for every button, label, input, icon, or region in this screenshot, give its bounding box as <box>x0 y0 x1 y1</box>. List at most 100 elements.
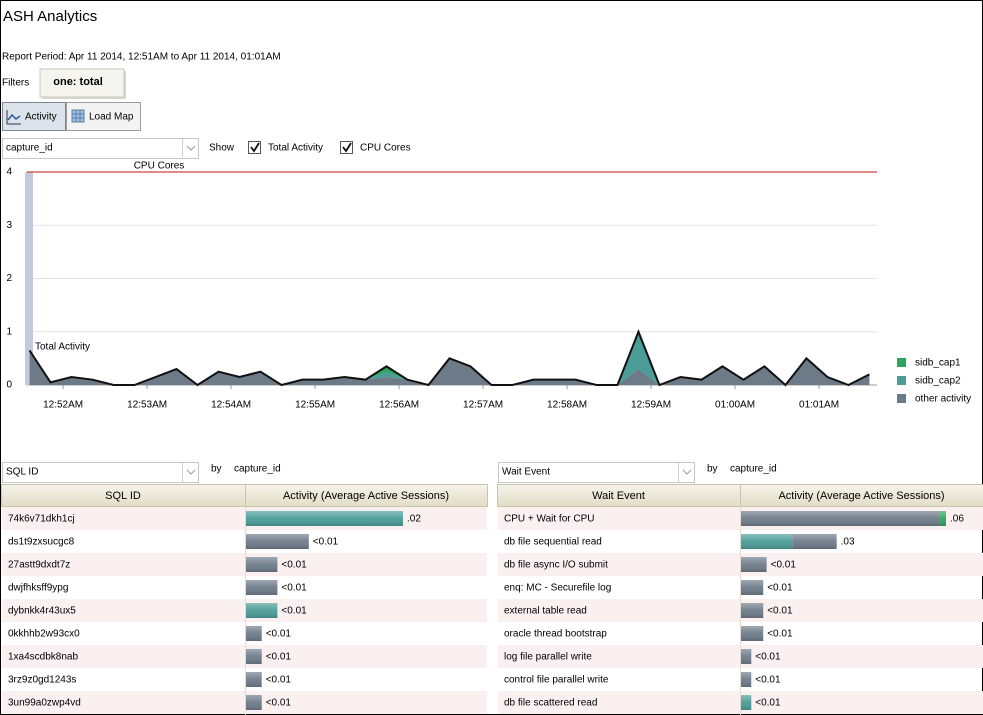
row-name[interactable]: 27astt9dxdt7z <box>8 560 70 571</box>
activity-value-label: <0.01 <box>755 652 781 663</box>
dimension-select[interactable] <box>2 138 199 159</box>
select-arrow <box>186 469 196 475</box>
bar-gloss <box>792 534 837 549</box>
bar-gloss <box>246 695 262 710</box>
column-header: Activity (Average Active Sessions) <box>283 490 449 502</box>
activity-value-label: <0.01 <box>266 675 292 686</box>
load-map-tab-label: Load Map <box>89 112 134 123</box>
select-arrow <box>682 469 692 475</box>
cpu-cores-label: CPU Cores <box>134 161 185 172</box>
row-name[interactable]: 74k6v71dkh1cj <box>8 514 75 525</box>
row-name[interactable]: control file parallel write <box>504 675 609 686</box>
activity-icon-line <box>7 113 21 121</box>
x-tick-label: 12:58AM <box>547 400 587 411</box>
by-value: capture_id <box>234 464 281 475</box>
row-name[interactable]: log file parallel write <box>504 652 592 663</box>
activity-value-label: <0.01 <box>767 606 793 617</box>
checkbox-label: Total Activity <box>268 143 323 154</box>
bar-gloss <box>246 557 278 572</box>
filter-chip-label: one: total <box>53 76 103 88</box>
row-name[interactable]: 1xa4scdbk8nab <box>8 652 78 663</box>
panel-select-value: Wait Event <box>502 467 550 478</box>
bar-gloss <box>741 534 793 549</box>
row-name[interactable]: external table read <box>504 606 587 617</box>
activity-value-label: .02 <box>407 514 421 525</box>
legend-label[interactable]: sidb_cap1 <box>915 358 961 369</box>
load-map-icon <box>71 109 85 123</box>
row-background <box>2 645 487 668</box>
activity-tab-label: Activity <box>25 112 57 123</box>
select-arrow <box>186 145 196 151</box>
row-background <box>2 599 487 622</box>
row-background <box>2 691 487 714</box>
activity-value-label: <0.01 <box>313 537 339 548</box>
legend-label[interactable]: other activity <box>915 394 971 405</box>
row-name[interactable]: dybnkk4r43ux5 <box>8 606 76 617</box>
row-name[interactable]: enq: MC - Securefile log <box>504 583 611 594</box>
y-tick-label: 4 <box>6 167 12 178</box>
x-tick-label: 12:53AM <box>127 400 167 411</box>
x-tick-label: 01:01AM <box>799 400 839 411</box>
x-tick-label: 12:54AM <box>211 400 251 411</box>
legend-swatch <box>897 376 906 385</box>
activity-value-label: <0.01 <box>755 675 781 686</box>
panel-select[interactable] <box>498 462 695 483</box>
activity-area <box>29 350 870 385</box>
activity-value-label: <0.01 <box>767 583 793 594</box>
bar-gloss <box>246 511 403 526</box>
y-tick-label: 0 <box>6 380 12 391</box>
column-header: Wait Event <box>592 490 645 502</box>
row-name[interactable]: 3rz9z0gd1243s <box>8 675 76 686</box>
x-tick-label: 12:55AM <box>295 400 335 411</box>
activity-value-label: <0.01 <box>281 606 307 617</box>
column-header: Activity (Average Active Sessions) <box>778 490 944 502</box>
load-map-icon-grid <box>72 110 84 122</box>
by-label: by <box>707 464 718 475</box>
activity-value-label: <0.01 <box>771 560 797 571</box>
x-tick-label: 12:59AM <box>631 400 671 411</box>
checkmark <box>250 142 260 153</box>
bar-gloss <box>246 649 262 664</box>
row-name[interactable]: db file scattered read <box>504 698 597 709</box>
row-name[interactable]: CPU + Wait for CPU <box>504 514 594 525</box>
activity-value-label: <0.01 <box>281 583 307 594</box>
time-selection-handle <box>25 172 33 385</box>
bar-gloss <box>741 626 764 641</box>
x-tick-label: 12:52AM <box>43 400 83 411</box>
row-name[interactable]: 0kkhhb2w93cx0 <box>8 629 80 640</box>
report-period: Report Period: Apr 11 2014, 12:51AM to A… <box>2 52 281 63</box>
total-activity-line <box>28 329 870 387</box>
dimension-select-value: capture_id <box>6 143 53 154</box>
bar-gloss <box>741 557 767 572</box>
filter-chip[interactable] <box>39 68 125 98</box>
filters-label: Filters <box>2 78 29 89</box>
activity-value-label: <0.01 <box>281 560 307 571</box>
table-header <box>1 484 488 507</box>
row-name[interactable]: ds1t9zxsucgc8 <box>8 537 75 548</box>
bar-gloss <box>246 534 309 549</box>
panel-select[interactable] <box>2 462 199 483</box>
show-label: Show <box>209 143 235 154</box>
checkbox-label: CPU Cores <box>360 143 411 154</box>
row-name[interactable]: dwjfhksff9ypg <box>8 583 68 594</box>
bar-gloss <box>741 603 764 618</box>
checkmark <box>342 142 352 153</box>
column-header: SQL ID <box>105 490 141 502</box>
activity-value-label: <0.01 <box>755 698 781 709</box>
row-background <box>2 553 487 576</box>
row-name[interactable]: 3un99a0zwp4vd <box>8 698 81 709</box>
activity-value-label: <0.01 <box>266 698 292 709</box>
total-activity-label: Total Activity <box>35 342 90 353</box>
legend-swatch <box>897 358 906 367</box>
legend-label[interactable]: sidb_cap2 <box>915 376 961 387</box>
row-name[interactable]: oracle thread bootstrap <box>504 629 607 640</box>
y-tick-label: 3 <box>6 220 12 231</box>
activity-value-label: .03 <box>841 537 855 548</box>
bar-gloss <box>741 649 752 664</box>
row-name[interactable]: db file sequential read <box>504 537 602 548</box>
legend-swatch <box>897 394 906 403</box>
by-value: capture_id <box>730 464 777 475</box>
row-name[interactable]: db file async I/O submit <box>504 560 608 571</box>
